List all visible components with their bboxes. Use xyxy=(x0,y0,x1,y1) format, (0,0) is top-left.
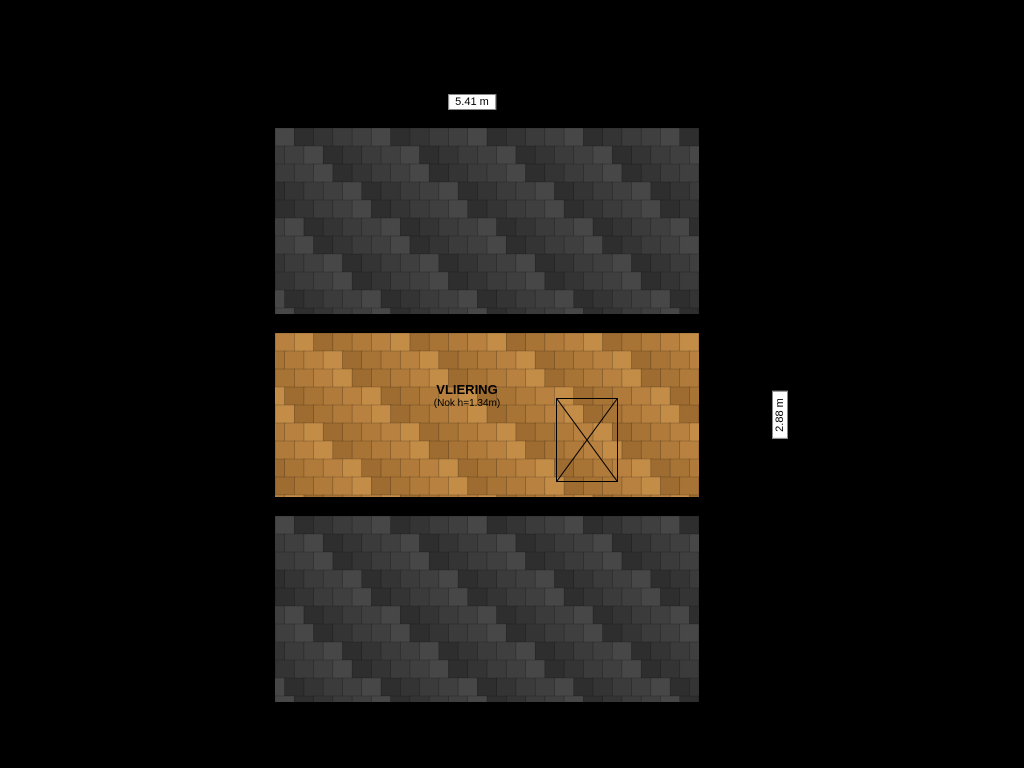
room-subname: (Nok h=1.34m) xyxy=(434,398,500,410)
room-label: VLIERING (Nok h=1.34m) xyxy=(434,382,500,410)
room-name: VLIERING xyxy=(436,382,497,397)
roof-section-middle: VLIERING (Nok h=1.34m) xyxy=(275,333,699,497)
roof-section-top xyxy=(275,128,699,314)
stair-opening xyxy=(556,398,618,482)
dimension-height-label: 2.88 m xyxy=(772,391,788,439)
roof-section-bottom xyxy=(275,516,699,702)
dimension-width-label: 5.41 m xyxy=(448,94,496,110)
